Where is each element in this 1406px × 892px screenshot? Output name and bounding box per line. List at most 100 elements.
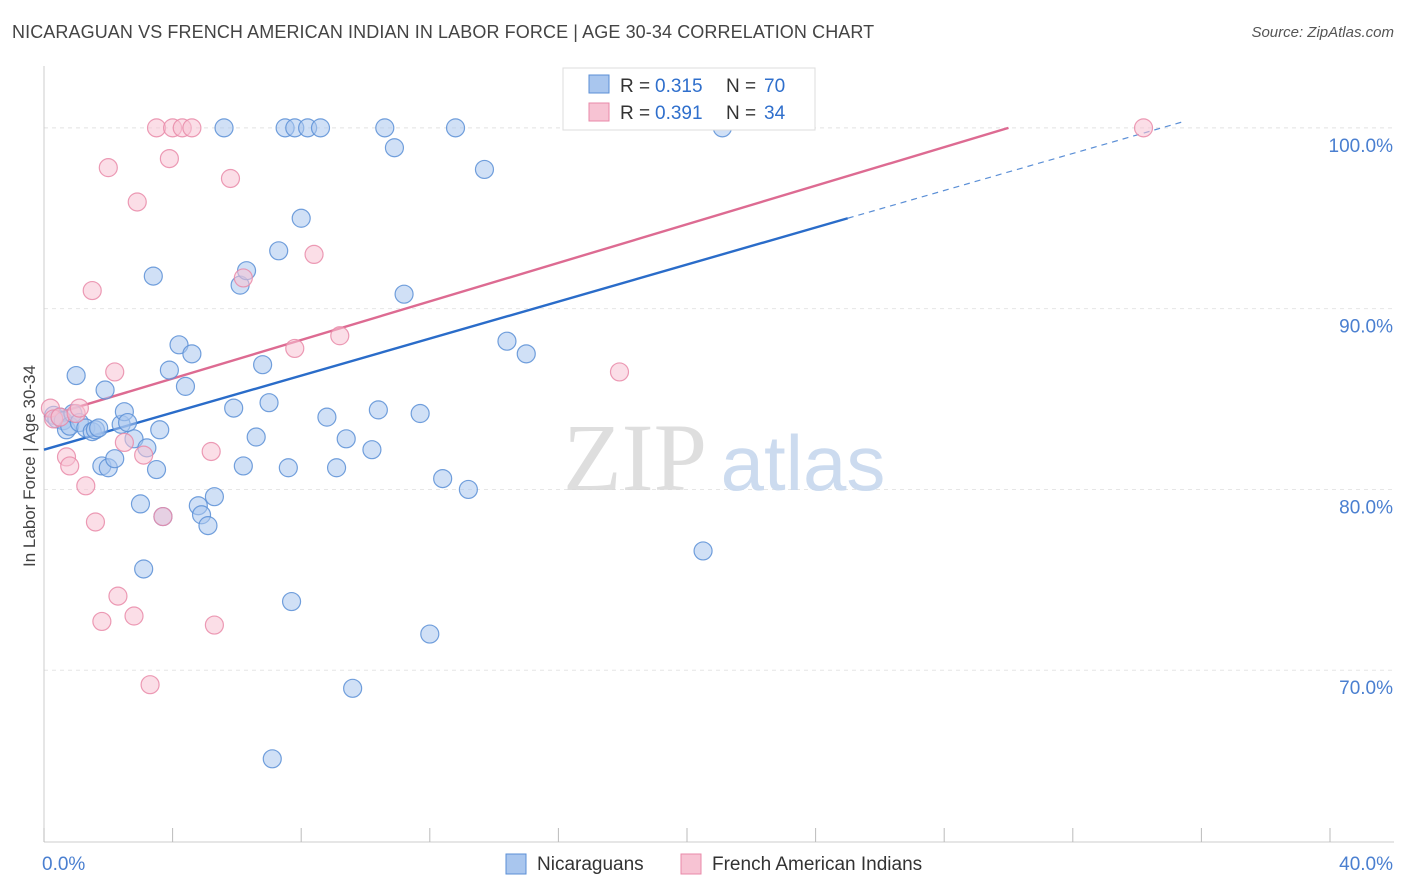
french-american-indians-point [69,398,89,418]
nicaraguans-point [198,516,218,536]
nicaraguans-point [146,459,167,480]
nicaraguans-point [117,412,138,433]
bottom-legend: Nicaraguans French American Indians [505,853,922,875]
legend: R = 0.315 N = 70 R = 0.391 N = 34 [562,67,816,131]
bottom-legend-swatch-nicaraguans [505,853,527,875]
y-tick-label: 70.0% [1339,678,1393,699]
source-label: Source: ZipAtlas.com [1251,24,1394,41]
legend-n-value-french-american-indians: 34 [764,103,786,124]
nicaraguans-point [410,403,430,424]
french-american-indians-point [124,606,144,626]
legend-n-label-french-american-indians: N = [726,103,761,124]
french-american-indians-point [159,148,179,169]
nicaraguans-point [368,400,388,420]
french-american-indians-point [609,362,630,382]
y-tick-label: 100.0% [1329,136,1394,157]
watermark-zip: ZIP [563,404,707,511]
nicaraguans-point [291,208,311,228]
nicaraguans-point [95,380,115,400]
french-american-indians-point [82,280,102,301]
french-american-indians-point [98,158,118,178]
french-american-indians-point [108,586,128,606]
nicaraguans-point [130,494,151,514]
french-american-indians-point [201,441,221,462]
nicaraguans-point [326,458,347,478]
french-american-indians-point [134,445,154,465]
watermark-atlas: atlas [721,419,886,507]
legend-n-value-nicaraguans: 70 [764,76,785,97]
x-tick-label: 0.0% [42,854,85,875]
french-american-indians-point [330,326,350,346]
french-american-indians-point [233,268,253,288]
nicaraguans-point [233,456,253,476]
french-american-indians-point [304,244,324,265]
nicaraguans-trend-line-extension [847,120,1186,219]
french-american-indians-point [92,611,112,632]
nicaraguans-point [375,118,395,138]
y-tick-label: 80.0% [1339,497,1393,518]
bottom-legend-label-nicaraguans: Nicaraguans [537,854,644,875]
nicaraguans-point [693,541,713,561]
data-points [40,118,1154,769]
bottom-legend-swatch-french-american-indians [680,853,702,875]
nicaraguans-point [259,393,279,413]
french-american-indians-point [127,192,147,212]
nicaraguans-point [317,407,337,427]
nicaraguans-point [310,118,331,138]
nicaraguans-point [281,591,302,612]
y-axis-label: In Labor Force | Age 30-34 [20,365,39,567]
legend-r-label-french-american-indians: R = [620,103,655,124]
legend-r-label-nicaraguans: R = [620,76,655,97]
nicaraguans-point [214,118,234,138]
nicaraguans-point [394,284,414,304]
nicaraguans-point [150,420,170,440]
nicaraguans-point [175,376,196,396]
nicaraguans-point [343,678,363,698]
french-american-indians-point [114,432,134,453]
french-american-indians-point [105,362,125,382]
nicaraguans-point [278,458,298,478]
french-american-indians-point [182,118,202,138]
nicaraguans-trend-line [43,217,849,451]
french-american-indians-point [60,456,80,476]
nicaraguans-point [262,749,282,769]
watermark: ZIP atlas [563,404,885,511]
nicaraguans-point [445,118,466,138]
legend-r-value-french-american-indians: 0.391 [655,103,703,124]
french-american-indians-point [50,407,70,427]
nicaraguans-point [497,331,517,351]
nicaraguans-point [433,468,453,489]
legend-swatch-french-american-indians [588,102,610,122]
french-american-indians-point [85,512,106,532]
nicaraguans-point [134,559,154,579]
gridlines [44,127,1394,671]
legend-n-label-nicaraguans: N = [726,76,761,97]
nicaraguans-point [204,487,224,507]
nicaraguans-point [384,138,405,158]
x-tick-label: 40.0% [1339,854,1393,875]
nicaraguans-point [420,624,440,644]
french-american-indians-point [153,506,173,527]
nicaraguans-point [246,427,266,447]
french-american-indians-trend-line [43,126,1009,419]
nicaraguans-point [458,479,478,500]
legend-swatch-nicaraguans [588,74,610,94]
nicaraguans-point [516,344,536,364]
french-american-indians-point [285,338,305,359]
nicaraguans-point [105,449,125,469]
legend-r-value-nicaraguans: 0.315 [655,76,703,97]
french-american-indians-point [204,615,224,635]
nicaraguans-point [159,360,179,380]
nicaraguans-point [66,365,86,386]
nicaraguans-point [143,266,163,286]
trend-lines [43,120,1186,451]
french-american-indians-point [76,476,96,496]
nicaraguans-point [182,344,202,364]
nicaraguans-point [224,398,244,418]
nicaraguans-point [89,418,109,438]
y-tick-label: 90.0% [1339,317,1393,338]
axes: 70.0% 80.0% 90.0% 100.0% 0.0% 40.0% [42,66,1394,875]
chart-title: NICARAGUAN VS FRENCH AMERICAN INDIAN IN … [12,22,875,42]
